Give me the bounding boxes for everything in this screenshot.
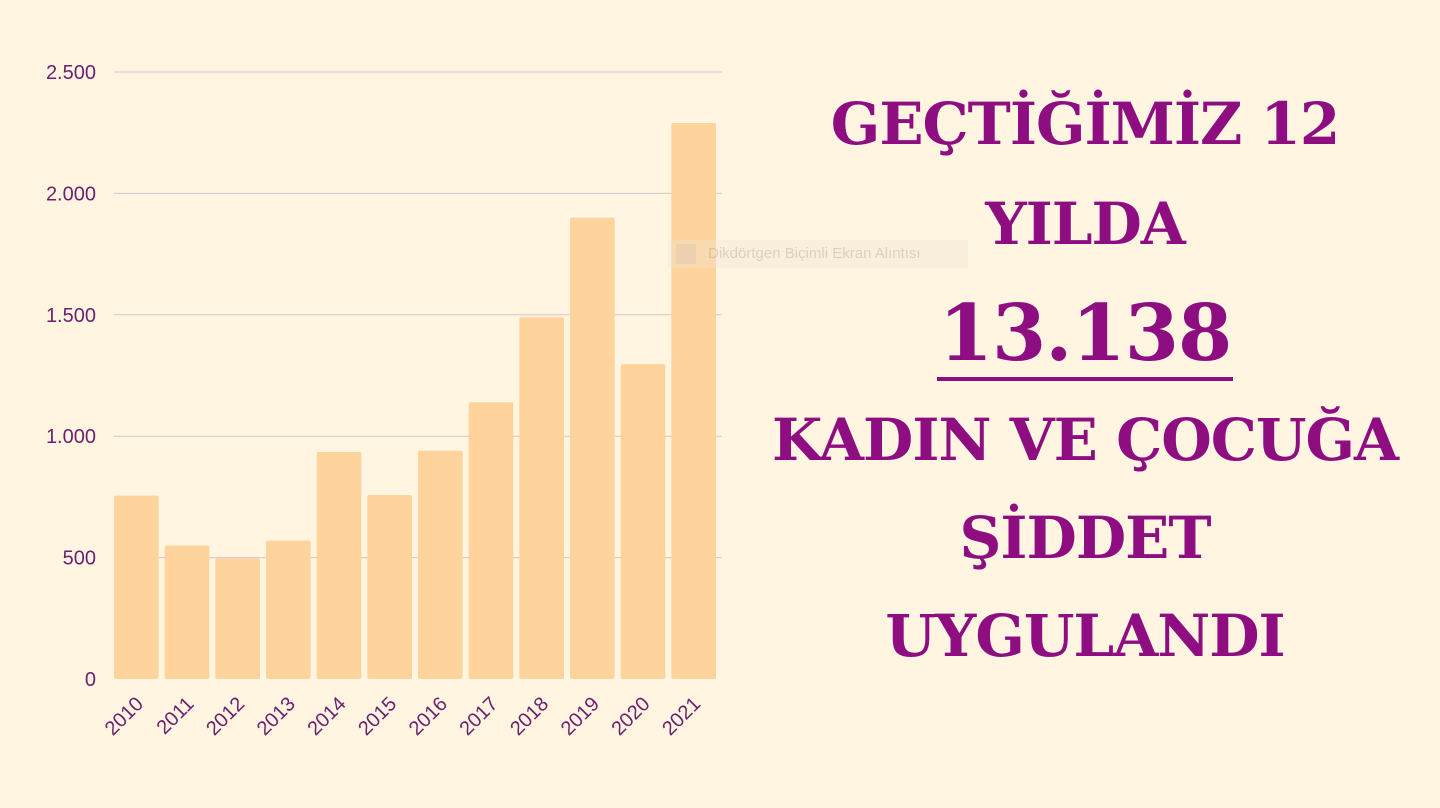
screenshot-icon [676,244,696,264]
x-tick-label: 2012 [202,693,249,740]
y-tick-label: 1.500 [46,305,96,327]
bar-2012 [215,558,260,679]
bar-2014 [316,451,362,679]
bars [114,122,716,680]
ghost-tooltip: Dikdörtgen Biçimli Ekran Alıntısı [668,240,968,268]
x-tick-label: 2010 [101,693,148,740]
bar-2021 [671,122,716,680]
bar-2015 [367,494,412,679]
x-tick-label: 2011 [153,693,199,739]
x-tick-label: 2017 [456,693,503,740]
x-tick-label: 2021 [658,693,705,740]
bar-2013 [266,540,311,679]
headline-line-1: GEÇTİĞİMİZ 12 [830,90,1340,158]
ghost-tooltip-text: Dikdörtgen Biçimli Ekran Alıntısı [708,245,921,262]
bar-2016 [418,450,463,679]
headline-line-3: KADIN VE ÇOCUĞA [771,406,1399,474]
x-tick-label: 2020 [608,693,655,740]
x-tick-label: 2013 [253,693,300,740]
x-tick-label: 2018 [506,693,553,740]
bar-2017 [468,402,514,679]
y-tick-label: 2.500 [46,62,96,84]
x-axis-tick-labels: 2010 2011 2012 2013 2014 2015 2016 2017 2018 2019… [101,693,705,740]
x-tick-label: 2019 [557,693,604,740]
y-tick-label: 2.000 [46,183,96,205]
bar-2010 [114,495,159,679]
x-tick-label: 2016 [405,693,452,740]
bar-2011 [164,545,210,679]
headline-number-value: 13.138 [936,288,1234,381]
y-tick-label: 1.000 [46,426,96,448]
y-tick-label: 0 [85,669,96,691]
x-tick-label: 2014 [304,693,351,740]
headline-line-2: YILDA [985,190,1186,258]
headline: GEÇTİĞİMİZ 12 YILDA 13.138 KADIN VE ÇOCU… [745,95,1425,707]
y-tick-label: 500 [63,548,96,570]
bar-2018 [519,317,564,679]
headline-line-5: UYGULANDI [885,602,1285,670]
y-axis-tick-labels: 0 500 1.000 1.500 2.000 2.500 [46,62,96,691]
bar-2020 [620,364,666,679]
x-tick-label: 2015 [354,693,401,740]
bar-2019 [570,217,615,679]
headline-number: 13.138 [745,295,1425,381]
headline-line-4: ŞİDDET [959,504,1212,572]
